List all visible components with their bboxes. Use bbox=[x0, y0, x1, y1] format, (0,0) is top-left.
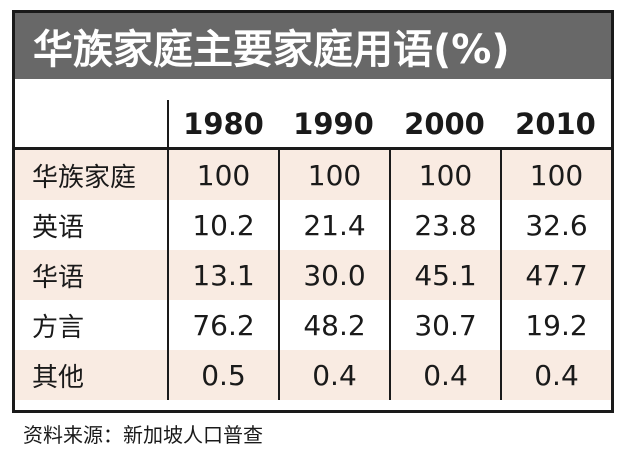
value-cell: 21.4 bbox=[278, 200, 389, 250]
value-cell: 0.4 bbox=[389, 350, 500, 400]
title-bar: 华族家庭主要家庭用语(%) bbox=[15, 13, 611, 79]
value-cell: 0.5 bbox=[167, 350, 278, 400]
column-header-2000: 2000 bbox=[404, 106, 485, 141]
row-label: 华语 bbox=[32, 262, 85, 293]
row-label: 英语 bbox=[32, 212, 85, 243]
table-row-others: 其他 0.5 0.4 0.4 0.4 bbox=[15, 350, 611, 400]
header-empty-cell bbox=[15, 100, 167, 147]
chart-title: 华族家庭主要家庭用语(%) bbox=[33, 27, 510, 73]
value-cell: 32.6 bbox=[500, 200, 611, 250]
header-divider bbox=[15, 147, 611, 150]
table-row-dialects: 方言 76.2 48.2 30.7 19.2 bbox=[15, 300, 611, 350]
row-label: 方言 bbox=[32, 312, 85, 343]
value-cell: 100 bbox=[278, 150, 389, 200]
value-cell: 0.4 bbox=[500, 350, 611, 400]
column-header-2010: 2010 bbox=[515, 106, 596, 141]
value-cell: 45.1 bbox=[389, 250, 500, 300]
value-cell: 100 bbox=[167, 150, 278, 200]
value-cell: 10.2 bbox=[167, 200, 278, 250]
value-cell: 0.4 bbox=[278, 350, 389, 400]
column-header-1990: 1990 bbox=[293, 106, 374, 141]
value-cell: 47.7 bbox=[500, 250, 611, 300]
column-header-1980: 1980 bbox=[167, 100, 278, 147]
table-panel: 华族家庭主要家庭用语(%) 1980 1990 2000 2010 华族家庭 1… bbox=[12, 10, 614, 413]
value-cell: 76.2 bbox=[167, 300, 278, 350]
table-row-mandarin: 华语 13.1 30.0 45.1 47.7 bbox=[15, 250, 611, 300]
value-cell: 30.7 bbox=[389, 300, 500, 350]
value-cell: 30.0 bbox=[278, 250, 389, 300]
value-cell: 100 bbox=[389, 150, 500, 200]
row-label: 其他 bbox=[32, 362, 85, 393]
row-label: 华族家庭 bbox=[32, 162, 137, 193]
value-cell: 13.1 bbox=[167, 250, 278, 300]
table-row-chinese-families: 华族家庭 100 100 100 100 bbox=[15, 150, 611, 200]
value-cell: 23.8 bbox=[389, 200, 500, 250]
value-cell: 100 bbox=[500, 150, 611, 200]
value-cell: 19.2 bbox=[500, 300, 611, 350]
table-header-row: 1980 1990 2000 2010 bbox=[15, 100, 611, 147]
source-note: 资料来源：新加坡人口普查 bbox=[23, 423, 263, 447]
value-cell: 48.2 bbox=[278, 300, 389, 350]
table-row-english: 英语 10.2 21.4 23.8 32.6 bbox=[15, 200, 611, 250]
